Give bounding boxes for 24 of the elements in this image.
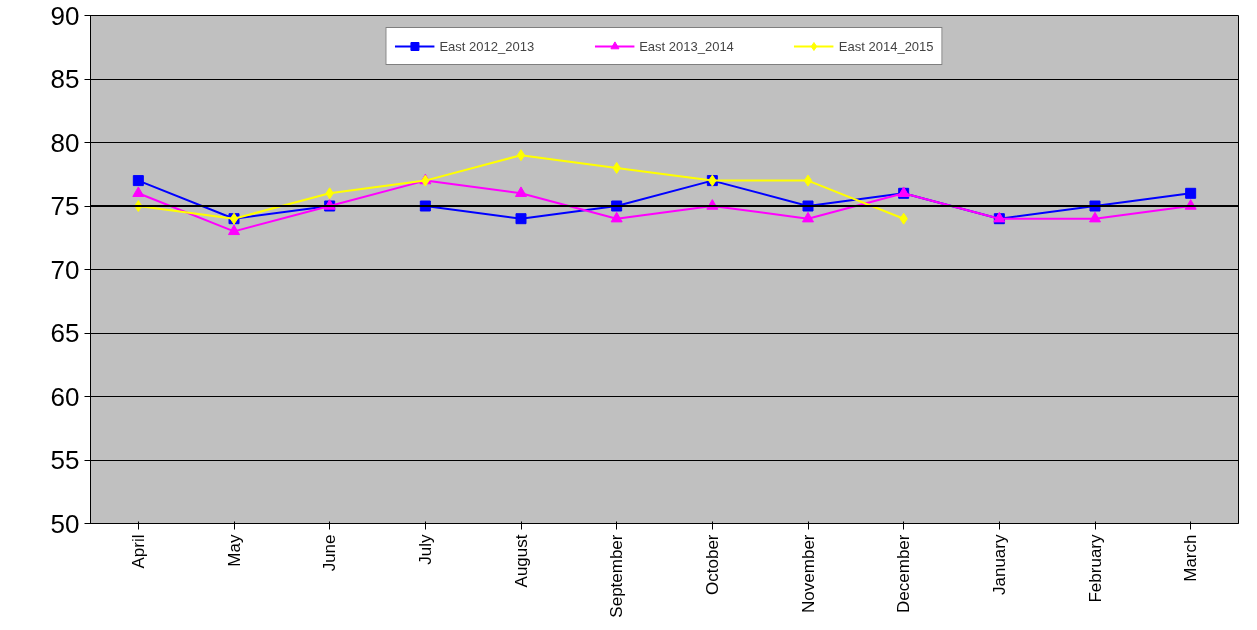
y-tick-label: 65 <box>50 318 80 348</box>
y-tick-label: 55 <box>50 445 80 475</box>
y-tick-label: 90 <box>50 0 80 31</box>
y-tick-label: 80 <box>50 127 80 158</box>
x-tick-label: December <box>894 534 914 613</box>
y-tick-label: 75 <box>50 191 80 221</box>
x-tick-label: January <box>989 534 1009 595</box>
y-tick-label: 70 <box>50 254 80 285</box>
x-tick-label: September <box>607 534 627 618</box>
x-tick-label: March <box>1181 534 1201 582</box>
x-tick-label: April <box>128 534 148 569</box>
y-tick-label: 60 <box>50 381 80 412</box>
legend-label: East 2014_2015 <box>838 38 934 54</box>
x-tick-label: July <box>415 534 435 565</box>
legend-label: East 2013_2014 <box>639 38 734 54</box>
legend-label: East 2012_2013 <box>439 38 535 54</box>
y-tick-label: 50 <box>50 508 80 539</box>
x-tick-label: August <box>511 534 531 588</box>
x-tick-label: November <box>798 534 818 613</box>
x-tick-label: May <box>224 534 244 567</box>
y-tick-label: 85 <box>50 64 80 94</box>
x-tick-label: February <box>1085 534 1105 603</box>
x-tick-label: June <box>320 534 340 572</box>
x-tick-label: October <box>702 534 722 595</box>
